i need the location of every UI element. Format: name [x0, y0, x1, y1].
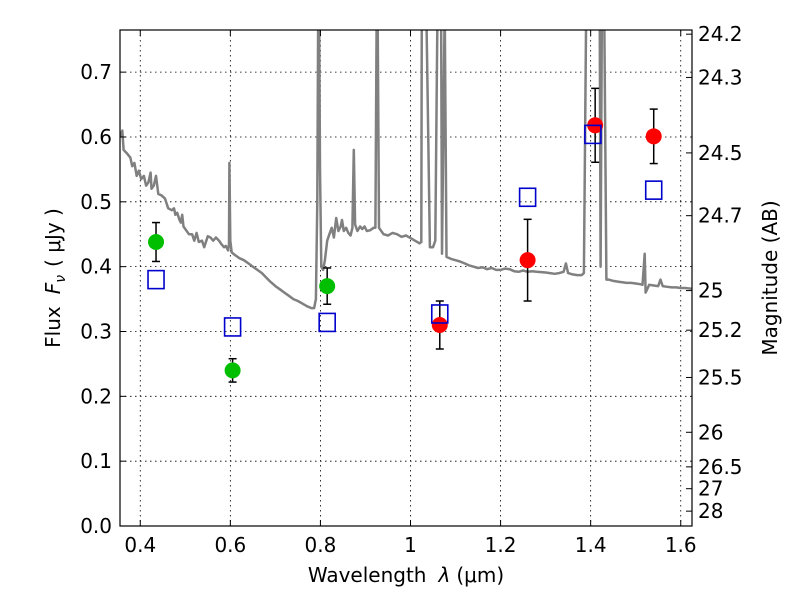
x-tick-label: 1.6 — [665, 533, 697, 557]
axis-ticks — [120, 30, 692, 527]
data-point — [519, 252, 536, 269]
y2-tick-label: 28 — [698, 499, 723, 523]
y-tick-label: 0.3 — [80, 319, 112, 343]
x-axis-label: Wavelength λ (μm) — [308, 563, 504, 587]
model-point — [584, 124, 602, 145]
model-point — [147, 269, 165, 290]
data-markers — [147, 87, 663, 383]
plot-frame — [119, 29, 693, 527]
y-axis-label: FluxFν( μJy ) — [41, 208, 69, 348]
y-tick-label: 0.6 — [80, 125, 112, 149]
x-tick-label: 1.4 — [575, 533, 607, 557]
y2-tick-label: 25 — [698, 279, 723, 303]
y-tick-label: 0.4 — [80, 255, 112, 279]
y2-axis-label: Magnitude (AB) — [758, 200, 782, 355]
y2-tick-label: 26.5 — [698, 455, 743, 479]
data-point — [645, 128, 662, 145]
y-tick-label: 0.7 — [80, 60, 112, 84]
x-tick-label: 1 — [404, 533, 417, 557]
x-tick-label: 1.2 — [485, 533, 517, 557]
tick-labels: 0.4 0.6 0.8 1 1.2 1.4 1.6 0.0 0.1 0.2 0.3 0.4 0.5 0.6… — [80, 22, 742, 557]
y2-tick-label: 24.3 — [698, 65, 743, 89]
data-point — [319, 278, 336, 295]
y2-tick-label: 25.2 — [698, 318, 743, 342]
data-point — [224, 362, 241, 379]
y2-tick-label: 24.5 — [698, 141, 743, 165]
model-point — [518, 187, 537, 208]
data-point — [431, 317, 448, 334]
model-point — [223, 317, 242, 337]
y2-tick-label: 25.5 — [698, 365, 743, 389]
y2-tick-label: 26 — [698, 420, 723, 444]
y2-tick-label: 27 — [698, 477, 723, 501]
model-point — [430, 304, 449, 324]
y-tick-label: 0.1 — [80, 449, 112, 473]
y2-tick-label: 24.2 — [698, 22, 743, 46]
model-point — [318, 312, 336, 333]
x-tick-label: 0.8 — [305, 533, 337, 557]
x-tick-label: 0.6 — [214, 533, 246, 557]
x-tick-label: 0.4 — [124, 533, 156, 557]
model-point — [644, 180, 663, 200]
y-tick-label: 0.0 — [80, 514, 112, 538]
y2-tick-label: 24.7 — [698, 204, 743, 228]
data-point — [148, 234, 165, 251]
model-spectrum-line — [120, 30, 692, 310]
y-tick-label: 0.5 — [80, 190, 112, 214]
grid-lines — [120, 30, 692, 527]
y-tick-label: 0.2 — [80, 384, 112, 408]
